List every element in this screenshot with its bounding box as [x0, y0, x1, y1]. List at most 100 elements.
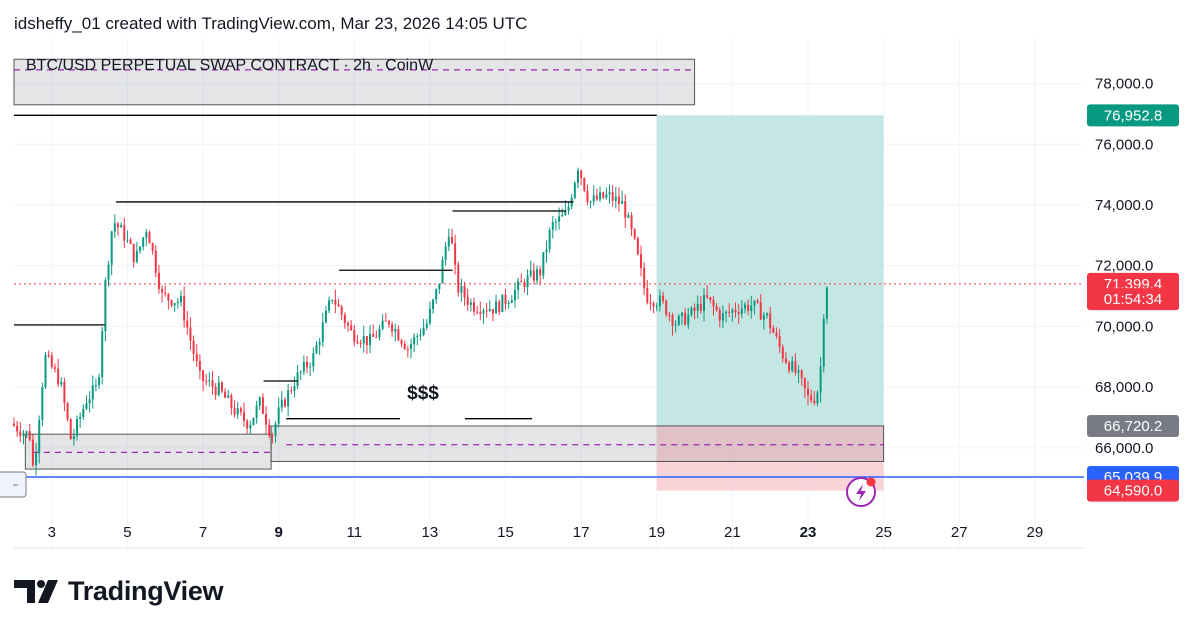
candle-body — [369, 334, 372, 346]
candle-body — [728, 311, 731, 313]
candle-body — [737, 312, 740, 314]
alert-icon[interactable] — [846, 477, 876, 507]
tradingview-logo[interactable]: TradingView — [14, 576, 224, 607]
candle-body — [198, 360, 201, 371]
candle-body — [454, 243, 457, 265]
candle-body — [186, 320, 189, 328]
candle-body — [72, 435, 75, 440]
candle-body — [35, 453, 38, 466]
candle-body — [372, 334, 375, 337]
candle-body — [406, 348, 409, 350]
candle-body — [822, 318, 825, 367]
candle-body — [173, 303, 176, 306]
candle-body — [674, 324, 677, 326]
candle-body — [573, 182, 576, 198]
candle-body — [684, 312, 687, 325]
candle-body — [413, 336, 416, 345]
candle-body — [432, 299, 435, 309]
candle-body — [416, 336, 419, 338]
candle-body — [435, 289, 438, 300]
candle-body — [652, 303, 655, 307]
candle-body — [57, 368, 60, 385]
candle-body — [523, 282, 526, 288]
candle-body — [205, 380, 208, 382]
candle-body — [624, 201, 627, 218]
x-tick-label: 13 — [422, 524, 439, 541]
candle-body — [662, 295, 665, 301]
candle-body — [331, 299, 334, 301]
candle-body — [375, 336, 378, 338]
position-loss-zone — [656, 425, 884, 491]
candle-body — [463, 286, 466, 298]
candle-body — [769, 313, 772, 329]
candle-body — [69, 419, 72, 440]
price-badge-label: 64,590.0 — [1104, 483, 1162, 500]
candle-body — [466, 297, 469, 305]
candle-body — [340, 306, 343, 315]
candle-body — [558, 216, 561, 222]
candle-body — [715, 306, 718, 311]
candle-body — [592, 195, 595, 202]
candle-body — [362, 335, 365, 344]
candle-body — [50, 355, 53, 368]
candle-body — [324, 310, 327, 323]
y-tick-label: 76,000.0 — [1095, 136, 1153, 153]
candle-body — [110, 231, 113, 265]
grid — [14, 38, 1084, 549]
candle-body — [422, 328, 425, 336]
candle-body — [643, 267, 646, 288]
y-tick-label: 72,000.0 — [1095, 258, 1153, 275]
candle-body — [280, 399, 283, 408]
candle-body — [510, 300, 513, 303]
candle-body — [60, 381, 63, 385]
candle-body — [640, 254, 643, 268]
candle-body — [268, 424, 271, 436]
candle-body — [665, 300, 668, 315]
candle-body — [236, 408, 239, 415]
candle-body — [318, 341, 321, 345]
candle-body — [498, 301, 501, 312]
candle-body — [444, 246, 447, 260]
candle-body — [677, 316, 680, 325]
candle-body — [167, 293, 170, 301]
position-profit-zone — [656, 115, 884, 426]
candle-body — [91, 385, 94, 400]
candle-body — [328, 300, 331, 311]
candle-body — [819, 366, 822, 393]
levels-layer — [14, 114, 657, 420]
candle-body — [473, 302, 476, 312]
candle-body — [567, 206, 570, 211]
x-tick-label: 21 — [724, 524, 741, 541]
candle-body — [164, 292, 167, 294]
x-tick-label: 27 — [951, 524, 968, 541]
candle-body — [293, 386, 296, 391]
candle-body — [283, 399, 286, 407]
candle-body — [759, 302, 762, 320]
price-badge — [1087, 414, 1179, 437]
candle-body — [693, 307, 696, 311]
candle-body — [788, 362, 791, 371]
candle-body — [495, 301, 498, 314]
candle-body — [485, 310, 488, 312]
candle-body — [120, 225, 123, 228]
candle-body — [649, 302, 652, 304]
candle-body — [680, 312, 683, 317]
candle-body — [220, 382, 223, 392]
price-badges-layer: 76,952.871,399.401:54:3466,720.265,039.9… — [1087, 104, 1179, 502]
candle-body — [554, 221, 557, 223]
candle-body — [38, 420, 41, 454]
candle-body — [233, 408, 236, 415]
candle-body — [302, 361, 305, 372]
candle-body — [725, 311, 728, 314]
candle-body — [756, 300, 759, 303]
candle-body — [214, 386, 217, 395]
candle-body — [482, 310, 485, 314]
y-tick-label: 66,000.0 — [1095, 440, 1153, 457]
candle-body — [31, 439, 34, 466]
candle-body — [611, 192, 614, 201]
collapse-handle[interactable] — [0, 471, 27, 498]
candle-body — [797, 370, 800, 373]
candle-body — [621, 201, 624, 204]
candle-body — [750, 305, 753, 311]
